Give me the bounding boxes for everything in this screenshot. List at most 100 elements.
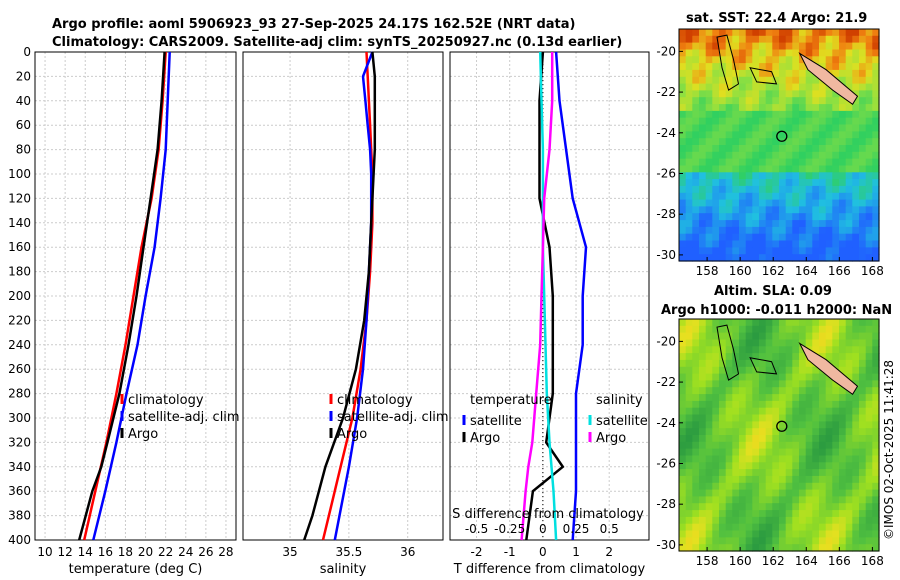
map-cell xyxy=(699,240,707,248)
map-cell xyxy=(805,366,813,375)
map-cell xyxy=(779,503,787,511)
map-cell xyxy=(752,131,760,139)
map-cell xyxy=(805,523,813,532)
map-cell xyxy=(765,213,773,221)
map-cell xyxy=(759,151,767,160)
map-cell xyxy=(805,192,813,201)
map-cell xyxy=(772,530,780,538)
map-cell xyxy=(745,516,753,525)
map-cell xyxy=(872,516,880,525)
map-cell xyxy=(739,469,747,477)
map-cell xyxy=(712,407,720,416)
map-cell xyxy=(705,254,713,262)
map-cell xyxy=(679,247,687,255)
map-cell xyxy=(739,339,747,347)
map-cell xyxy=(819,131,827,139)
map-cell xyxy=(739,523,747,532)
map-cell xyxy=(705,346,713,354)
map-cell xyxy=(692,42,700,50)
map-cell xyxy=(785,192,793,201)
map-cell xyxy=(692,394,700,402)
map-cell xyxy=(825,448,833,456)
x2-tick-label: -0.25 xyxy=(494,522,525,536)
map-cell xyxy=(839,455,847,463)
map-cell xyxy=(872,233,880,242)
map-cell xyxy=(679,400,687,409)
map-cell xyxy=(825,407,833,416)
map-cell xyxy=(719,213,727,221)
map-cell xyxy=(705,462,713,470)
map-cell xyxy=(759,56,767,64)
map-cell xyxy=(812,523,820,532)
map-cell xyxy=(765,104,773,112)
map-lon-label: 162 xyxy=(762,264,785,278)
map-cell xyxy=(759,421,767,429)
map-cell xyxy=(739,49,747,57)
map-cell xyxy=(739,482,747,491)
map-cell xyxy=(832,435,840,443)
map-cell xyxy=(725,448,733,456)
map-cell xyxy=(705,455,713,463)
map-cell xyxy=(765,530,773,538)
map-cell xyxy=(719,145,727,153)
map-cell xyxy=(839,104,847,112)
map-cell xyxy=(725,469,733,477)
map-cell xyxy=(759,29,767,37)
map-cell xyxy=(819,213,827,221)
map-cell xyxy=(712,373,720,381)
map-cell xyxy=(752,165,760,173)
map-cell xyxy=(859,544,867,552)
map-cell xyxy=(839,165,847,173)
map-cell xyxy=(692,319,700,327)
map-cell xyxy=(839,49,847,57)
map-cell xyxy=(712,206,720,214)
map-cell xyxy=(752,83,760,91)
map-cell xyxy=(772,110,780,119)
map-cell xyxy=(725,359,733,368)
map-cell xyxy=(719,462,727,470)
map-cell xyxy=(859,213,867,221)
map-cell xyxy=(825,185,833,194)
map-cell xyxy=(705,407,713,416)
map-cell xyxy=(845,151,853,160)
map-cell xyxy=(859,69,867,78)
map-cell xyxy=(779,475,787,484)
map-cell xyxy=(752,319,760,327)
map-cell xyxy=(792,138,800,146)
map-cell xyxy=(712,151,720,160)
map-cell xyxy=(739,407,747,416)
map-cell xyxy=(679,414,687,422)
map-cell xyxy=(719,359,727,368)
map-cell xyxy=(705,496,713,504)
map-cell xyxy=(679,339,687,347)
map-cell xyxy=(852,83,860,91)
map-cell xyxy=(732,319,740,327)
map-cell xyxy=(772,254,780,262)
map-cell xyxy=(739,496,747,504)
map-cell xyxy=(792,339,800,347)
map-cell xyxy=(712,489,720,497)
map-cell xyxy=(859,537,867,545)
map-cell xyxy=(759,544,767,552)
map-cell xyxy=(725,69,733,78)
map-cell xyxy=(832,407,840,416)
map-cell xyxy=(832,400,840,409)
map-cell xyxy=(859,441,867,450)
map-cell xyxy=(732,482,740,491)
map-lon-label: 162 xyxy=(762,554,785,568)
map-cell xyxy=(752,56,760,64)
map-cell xyxy=(845,325,853,334)
map-cell xyxy=(725,387,733,395)
map-cell xyxy=(832,455,840,463)
map-cell xyxy=(712,97,720,105)
map-cell xyxy=(852,104,860,112)
map-cell xyxy=(792,482,800,491)
map-cell xyxy=(792,489,800,497)
map-cell xyxy=(865,414,873,422)
map-cell xyxy=(792,131,800,139)
map-cell xyxy=(852,151,860,160)
map-cell xyxy=(752,353,760,361)
map-cell xyxy=(779,455,787,463)
map-cell xyxy=(772,213,780,221)
map-cell xyxy=(845,319,853,327)
